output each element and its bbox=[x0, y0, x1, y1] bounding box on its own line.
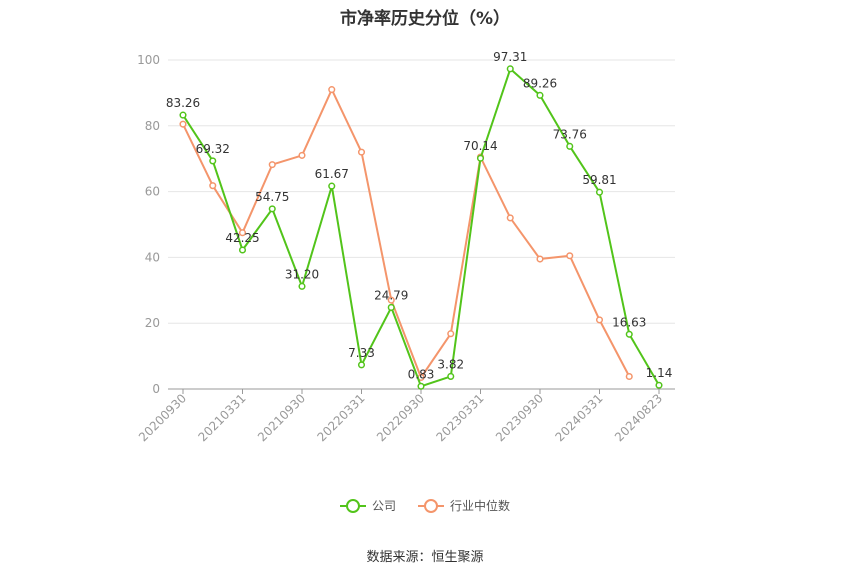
company-data-label: 0.83 bbox=[408, 367, 435, 381]
x-tick-label: 20210930 bbox=[255, 391, 308, 444]
company-data-point bbox=[655, 381, 663, 389]
company-data-point bbox=[595, 188, 604, 196]
company-data-point bbox=[566, 142, 574, 150]
company-data-point bbox=[328, 182, 336, 190]
company-data-label: 54.75 bbox=[255, 190, 289, 204]
industry-median-data-point bbox=[447, 330, 455, 338]
industry-median-data-point bbox=[387, 296, 395, 304]
y-tick-label: 0 bbox=[152, 382, 160, 396]
company-data-label: 3.82 bbox=[437, 357, 464, 371]
industry-median-data-point bbox=[238, 229, 247, 237]
x-tick-label: 20220331 bbox=[315, 391, 368, 444]
company-data-label: 31.20 bbox=[285, 267, 319, 281]
company-data-point bbox=[179, 111, 187, 119]
company-data-point bbox=[447, 372, 455, 380]
industry-median-data-point bbox=[536, 255, 544, 263]
industry-median-data-point bbox=[506, 214, 514, 222]
company-data-point bbox=[476, 154, 485, 162]
company-data-point bbox=[268, 205, 276, 213]
industry-median-data-point bbox=[328, 86, 336, 94]
industry-median-data-point bbox=[625, 372, 633, 381]
chart-legend: 公司 行业中位数 bbox=[0, 497, 850, 514]
company-data-point bbox=[417, 382, 425, 390]
legend-item-company[interactable]: 公司 bbox=[339, 497, 396, 514]
legend-marker-industry-median bbox=[418, 498, 444, 513]
industry-median-data-point bbox=[357, 148, 366, 156]
x-tick-label: 20230331 bbox=[434, 391, 487, 444]
y-tick-label: 80 bbox=[145, 119, 160, 133]
y-tick-label: 100 bbox=[137, 53, 160, 67]
company-data-label: 69.32 bbox=[196, 142, 230, 156]
industry-median-data-point bbox=[179, 120, 187, 128]
company-data-label: 1.14 bbox=[646, 366, 673, 380]
legend-marker-company bbox=[339, 498, 366, 513]
industry-median-series-line bbox=[182, 88, 631, 379]
company-data-point bbox=[357, 361, 366, 369]
company-series-line bbox=[182, 67, 660, 388]
company-data-label: 89.26 bbox=[523, 76, 557, 90]
legend-label-company: 公司 bbox=[371, 499, 396, 513]
company-data-label: 97.31 bbox=[493, 50, 527, 64]
company-data-point bbox=[387, 303, 395, 311]
x-tick-label: 20200930 bbox=[136, 391, 189, 444]
company-data-point bbox=[536, 91, 544, 99]
industry-median-data-point bbox=[566, 252, 574, 260]
company-data-label: 73.76 bbox=[553, 127, 587, 141]
legend-item-industry-median[interactable]: 行业中位数 bbox=[418, 497, 510, 514]
company-data-label: 24.79 bbox=[374, 288, 408, 302]
legend-label-industry-median: 行业中位数 bbox=[450, 499, 511, 513]
company-data-point bbox=[238, 246, 247, 254]
x-tick-label: 20230930 bbox=[493, 391, 546, 444]
y-tick-label: 60 bbox=[145, 185, 160, 199]
company-data-label: 7.33 bbox=[348, 346, 375, 360]
company-data-label: 83.26 bbox=[166, 96, 200, 110]
company-data-label: 42.25 bbox=[225, 231, 259, 245]
company-data-point bbox=[506, 65, 514, 73]
company-data-label: 70.14 bbox=[463, 139, 497, 153]
industry-median-data-point bbox=[209, 182, 217, 190]
y-tick-label: 20 bbox=[145, 316, 160, 330]
x-tick-label: 20240823 bbox=[612, 391, 665, 444]
y-tick-label: 40 bbox=[145, 250, 160, 264]
company-data-point bbox=[209, 157, 217, 165]
company-data-point bbox=[298, 282, 306, 290]
data-source-note: 数据来源：恒生聚源 bbox=[366, 550, 484, 565]
company-data-point bbox=[625, 330, 633, 338]
industry-median-data-point bbox=[595, 316, 604, 324]
company-data-label: 16.63 bbox=[612, 315, 646, 329]
x-tick-label: 20240331 bbox=[553, 391, 606, 444]
chart-title: 市净率历史分位（%） bbox=[339, 9, 511, 29]
x-tick-label: 20210331 bbox=[196, 391, 249, 444]
industry-median-data-point bbox=[298, 151, 306, 159]
industry-median-data-point bbox=[268, 161, 276, 169]
company-data-label: 61.67 bbox=[315, 167, 349, 181]
company-data-label: 59.81 bbox=[582, 173, 616, 187]
x-tick-label: 20220930 bbox=[374, 391, 427, 444]
